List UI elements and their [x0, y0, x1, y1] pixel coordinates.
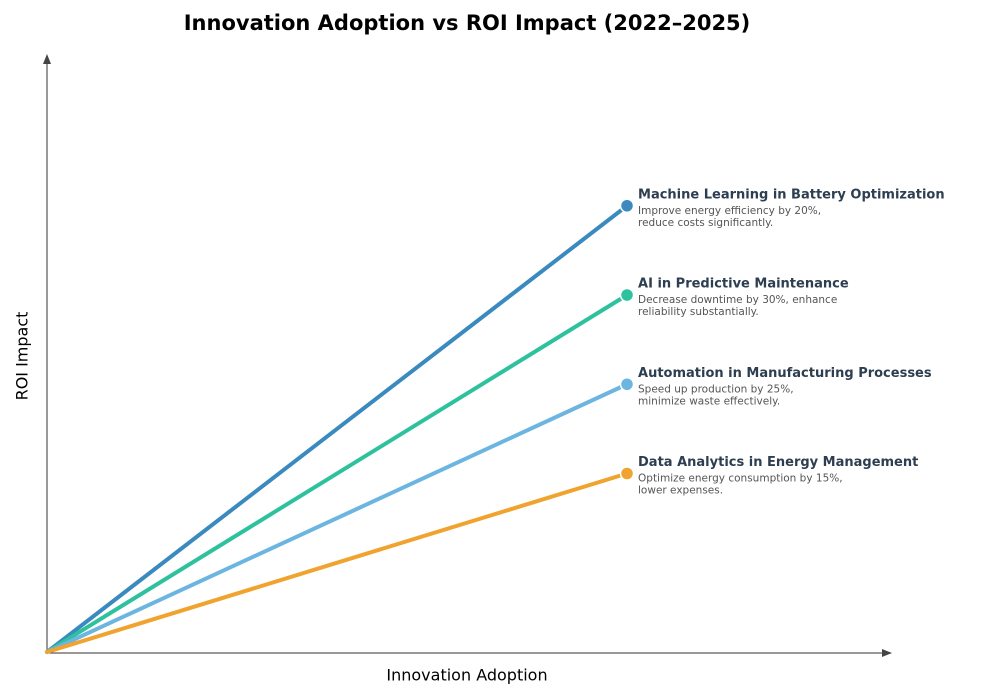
series-name: Automation in Manufacturing Processes: [638, 366, 932, 381]
chart-title: Innovation Adoption vs ROI Impact (2022–…: [184, 11, 751, 35]
series-description: Improve energy efficiency by 20%,: [638, 205, 821, 217]
end-point: [619, 377, 635, 392]
x-axis-arrow: [882, 649, 892, 657]
series-description: Optimize energy consumption by 15%,: [638, 473, 843, 485]
series-name: AI in Predictive Maintenance: [638, 277, 849, 292]
series-line: [45, 471, 630, 654]
series-description: reliability substantially.: [638, 306, 759, 318]
end-point: [619, 287, 635, 303]
series-description: Speed up production by 25%,: [638, 383, 794, 395]
series-description: Decrease downtime by 30%, enhance: [638, 294, 837, 306]
series-description: minimize waste effectively.: [638, 395, 780, 407]
series-description: reduce costs significantly.: [638, 217, 773, 229]
end-point: [619, 198, 635, 213]
x-axis-label: Innovation Adoption: [386, 666, 547, 685]
series-line: [45, 382, 630, 654]
series-name: Machine Learning in Battery Optimization: [638, 187, 945, 202]
series-name: Data Analytics in Energy Management: [638, 455, 918, 470]
series-line: [45, 293, 630, 654]
y-axis-arrow: [43, 54, 51, 64]
end-point: [619, 466, 635, 481]
series-line: [45, 203, 630, 654]
y-axis-label: ROI Impact: [13, 312, 32, 401]
series-description: lower expenses.: [638, 485, 723, 497]
